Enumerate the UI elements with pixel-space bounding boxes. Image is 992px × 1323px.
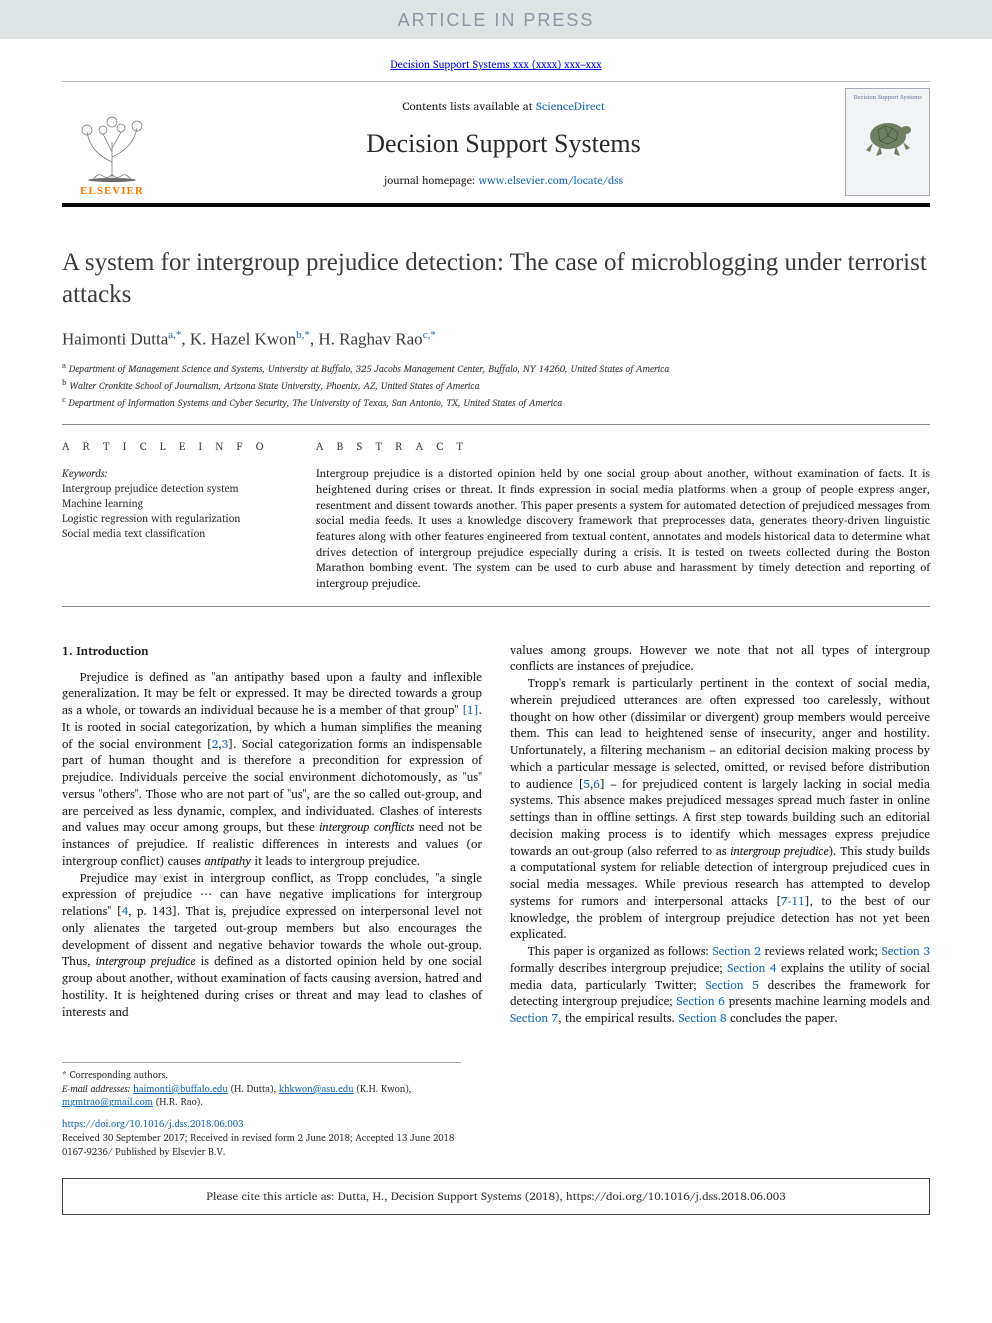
- ref-link[interactable]: 6: [593, 775, 600, 794]
- email-1-name: (H. Dutta),: [228, 1082, 279, 1097]
- journal-homepage-link[interactable]: www.elsevier.com/locate/dss: [478, 171, 623, 189]
- email-2[interactable]: khkwon@asu.edu: [279, 1082, 354, 1097]
- para-2: Prejudice may exist in intergroup confli…: [62, 871, 482, 1022]
- sciencedirect-link[interactable]: ScienceDirect: [536, 97, 605, 116]
- elsevier-tree-icon: [73, 102, 151, 182]
- corresponding-note: * Corresponding authors.: [62, 1069, 461, 1083]
- para-5: This paper is organized as follows: Sect…: [510, 944, 930, 1028]
- cover-turtle-icon: [858, 108, 918, 163]
- body-columns: 1. Introduction Prejudice is defined as …: [62, 643, 930, 1028]
- please-cite-box: Please cite this article as: Dutta, H., …: [62, 1178, 930, 1216]
- para-4: Tropp's remark is particularly pertinent…: [510, 676, 930, 944]
- divider: [62, 606, 930, 607]
- affiliation-b: Walter Cronkite School of Journalism, Ar…: [69, 379, 479, 394]
- emails-label: E-mail addresses:: [62, 1082, 130, 1097]
- affiliations: a Department of Management Science and S…: [62, 360, 930, 411]
- ref-link[interactable]: 2: [212, 735, 219, 754]
- author-3: H. Raghav Rao: [318, 330, 422, 349]
- top-citation-link[interactable]: Decision Support Systems xxx (xxxx) xxx–…: [390, 55, 601, 73]
- journal-title: Decision Support Systems: [172, 126, 835, 161]
- author-1: Haimonti Dutta: [62, 330, 168, 349]
- journal-homepage-line: journal homepage: www.elsevier.com/locat…: [172, 173, 835, 188]
- email-3-name: (H.R. Rao).: [153, 1095, 203, 1110]
- journal-header: ELSEVIER Contents lists available at Sci…: [62, 81, 930, 207]
- homepage-prefix: journal homepage:: [384, 171, 478, 189]
- ref-link[interactable]: 4: [122, 902, 129, 921]
- abstract: A B S T R A C T Intergroup prejudice is …: [316, 439, 930, 591]
- author-2: K. Hazel Kwon: [190, 330, 296, 349]
- section-1-heading: 1. Introduction: [62, 643, 482, 660]
- affiliation-c: Department of Information Systems and Cy…: [69, 396, 563, 411]
- top-citation: Decision Support Systems xxx (xxxx) xxx–…: [0, 39, 992, 81]
- contents-available-line: Contents lists available at ScienceDirec…: [172, 99, 835, 115]
- abstract-text: Intergroup prejudice is a distorted opin…: [316, 466, 930, 591]
- contents-prefix: Contents lists available at: [402, 97, 536, 116]
- article-info-label: A R T I C L E I N F O: [62, 439, 282, 454]
- ref-link[interactable]: 5: [583, 775, 590, 794]
- section-link[interactable]: Section 3: [882, 942, 930, 961]
- para-1: Prejudice is defined as "an antipathy ba…: [62, 670, 482, 871]
- author-2-aff[interactable]: b,*: [296, 329, 310, 341]
- elsevier-logo[interactable]: ELSEVIER: [62, 88, 162, 198]
- article-info: A R T I C L E I N F O Keywords: Intergro…: [62, 439, 282, 591]
- email-2-name: (K.H. Kwon),: [354, 1082, 412, 1097]
- keyword: Social media text classification: [62, 526, 282, 541]
- abstract-label: A B S T R A C T: [316, 439, 930, 454]
- author-1-aff[interactable]: a,*: [168, 329, 181, 341]
- elsevier-wordmark: ELSEVIER: [80, 184, 144, 199]
- email-addresses: E-mail addresses: haimonti@buffalo.edu (…: [62, 1083, 461, 1111]
- cover-title-text: Decision Support Systems: [853, 93, 921, 101]
- authors-line: Haimonti Duttaa,*, K. Hazel Kwonb,*, H. …: [62, 328, 930, 352]
- affiliation-a: Department of Management Science and Sys…: [69, 362, 669, 377]
- ref-link[interactable]: 3: [222, 735, 229, 754]
- para-3: values among groups. However we note tha…: [510, 643, 930, 677]
- email-3[interactable]: mgmtrao@gmail.com: [62, 1095, 153, 1110]
- issn-publisher: 0167-9236/ Published by Elsevier B.V.: [62, 1146, 930, 1160]
- author-3-aff[interactable]: c,*: [423, 329, 436, 341]
- info-abstract-row: A R T I C L E I N F O Keywords: Intergro…: [62, 439, 930, 591]
- ref-link[interactable]: 7-11: [781, 892, 805, 911]
- doi-block: https://doi.org/10.1016/j.dss.2018.06.00…: [62, 1118, 930, 1159]
- keywords-title: Keywords:: [62, 466, 282, 480]
- keywords-list: Intergroup prejudice detection system Ma…: [62, 481, 282, 540]
- article-title: A system for intergroup prejudice detect…: [62, 247, 930, 310]
- footnotes: * Corresponding authors. E-mail addresse…: [62, 1062, 461, 1110]
- article-history: Received 30 September 2017; Received in …: [62, 1132, 930, 1146]
- journal-cover-thumb[interactable]: Decision Support Systems: [845, 88, 930, 196]
- divider: [62, 424, 930, 425]
- email-1[interactable]: haimonti@buffalo.edu: [133, 1082, 228, 1097]
- article-in-press-banner: ARTICLE IN PRESS: [0, 0, 992, 39]
- section-link[interactable]: Section 8: [678, 1009, 726, 1028]
- header-center: Contents lists available at ScienceDirec…: [172, 88, 835, 198]
- ref-link[interactable]: [1]: [462, 701, 479, 720]
- section-link[interactable]: Section 7: [510, 1009, 558, 1028]
- doi-link[interactable]: https://doi.org/10.1016/j.dss.2018.06.00…: [62, 1117, 243, 1132]
